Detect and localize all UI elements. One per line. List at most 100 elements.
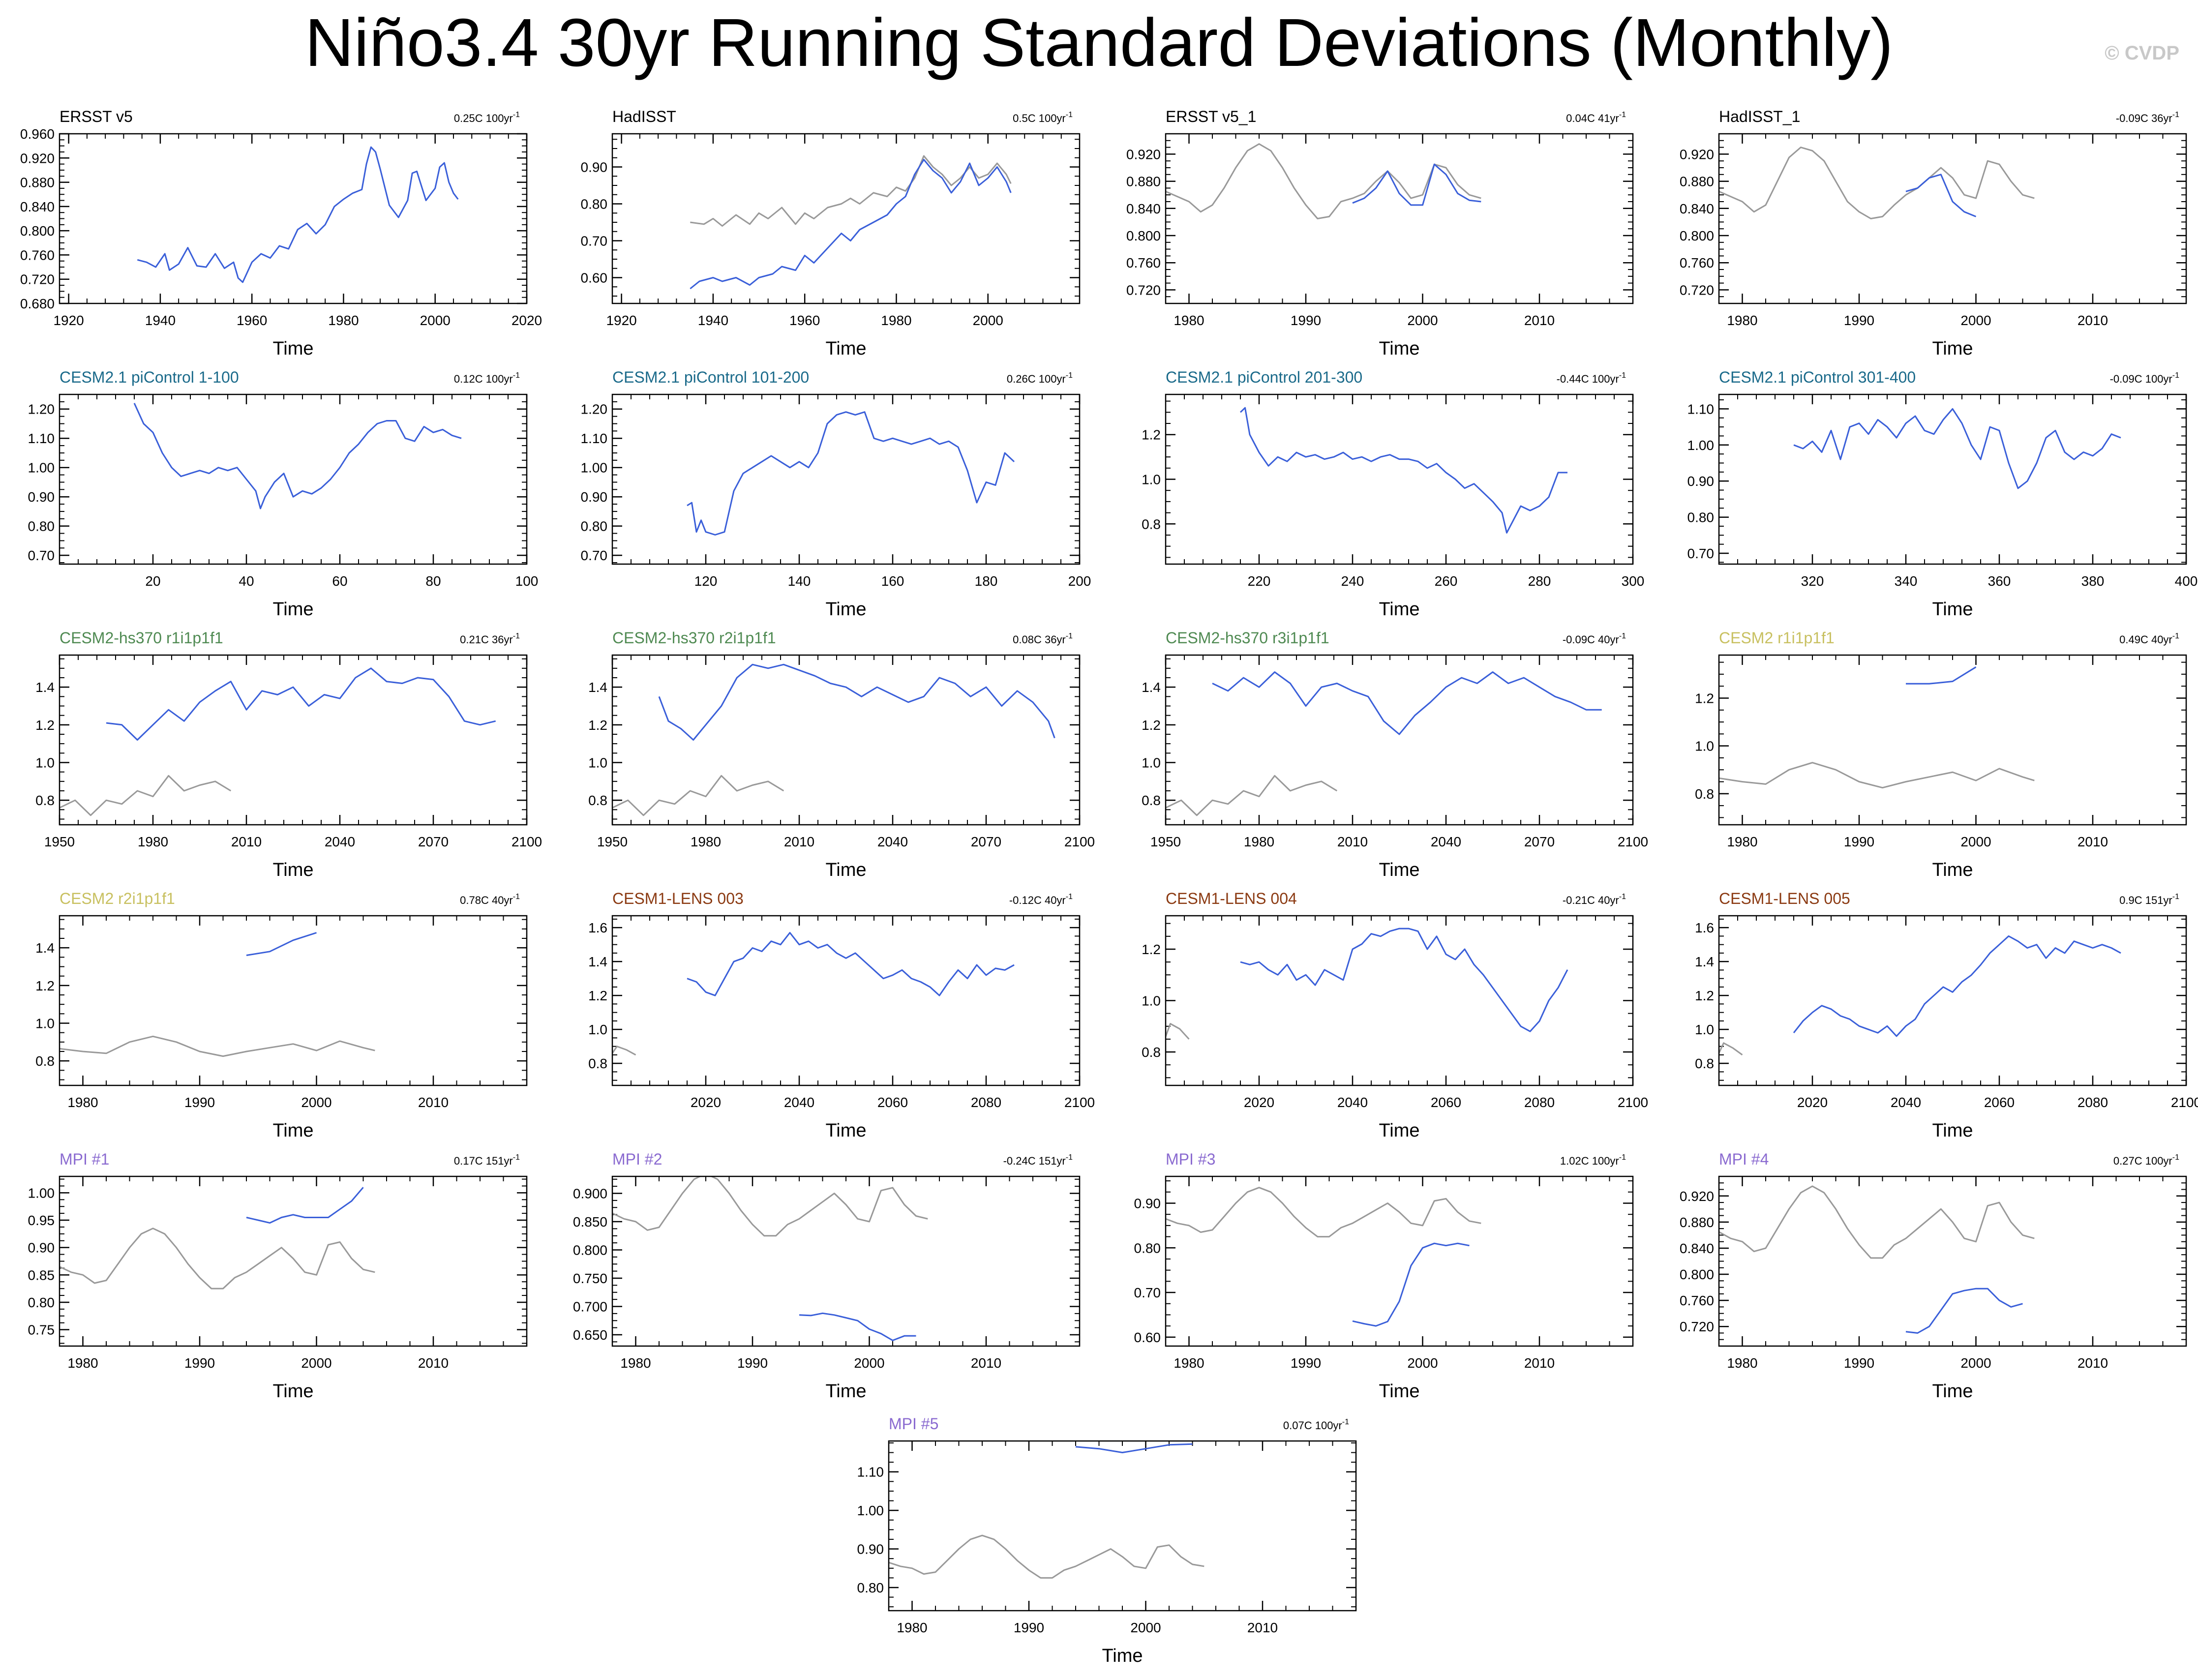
x-tick-label: 2060 bbox=[877, 1095, 908, 1110]
model-series-line bbox=[687, 411, 1015, 536]
chart-panel: 1950 1980 2010 2040 2070 2100 0.8 1.0 1.2 1.4 CESM… bbox=[1142, 629, 1648, 880]
observed-series-line bbox=[1166, 1023, 1190, 1040]
x-tick-label: 1980 bbox=[620, 1355, 651, 1371]
trend-label: 0.78C 40yr-1 bbox=[460, 893, 520, 906]
panel-title: CESM2.1 piControl 201-300 bbox=[1166, 368, 1362, 386]
x-tick-label: 1960 bbox=[789, 313, 820, 328]
y-tick-label: 0.60 bbox=[1134, 1330, 1161, 1345]
y-tick-label: 1.4 bbox=[35, 940, 55, 956]
trend-label: -0.09C 36yr-1 bbox=[2116, 111, 2179, 124]
trend-label: 0.12C 100yr-1 bbox=[454, 371, 520, 385]
model-series-line bbox=[246, 932, 317, 956]
observed-series-line bbox=[60, 775, 232, 816]
x-tick-label: 2010 bbox=[784, 834, 814, 849]
y-tick-label: 1.2 bbox=[1695, 988, 1714, 1003]
trend-label: -0.09C 100yr-1 bbox=[2110, 371, 2180, 385]
y-tick-label: 1.20 bbox=[581, 402, 608, 417]
y-tick-label: 0.8 bbox=[588, 793, 607, 808]
y-tick-label: 1.00 bbox=[1687, 438, 1715, 453]
y-tick-label: 0.800 bbox=[20, 223, 55, 239]
model-series-line bbox=[1905, 174, 1977, 217]
x-axis-label: Time bbox=[825, 1381, 866, 1402]
observed-series-line bbox=[1719, 1042, 1743, 1056]
observed-series-line bbox=[690, 155, 1012, 227]
trend-label: 0.25C 100yr-1 bbox=[454, 111, 520, 124]
observed-series-line bbox=[612, 775, 784, 816]
x-tick-label: 2010 bbox=[1524, 313, 1555, 328]
x-tick-label: 2070 bbox=[971, 834, 1001, 849]
x-tick-label: 2100 bbox=[1064, 834, 1095, 849]
y-tick-label: 0.920 bbox=[1126, 147, 1161, 162]
y-tick-label: 0.800 bbox=[1126, 228, 1161, 243]
plot-frame bbox=[59, 133, 528, 304]
observed-series-line bbox=[612, 1046, 636, 1056]
y-tick-label: 0.80 bbox=[28, 519, 55, 534]
x-tick-label: 100 bbox=[515, 573, 539, 589]
y-tick-label: 0.70 bbox=[581, 234, 608, 249]
trend-label: -0.12C 40yr-1 bbox=[1009, 893, 1073, 906]
x-tick-label: 2020 bbox=[1244, 1095, 1274, 1110]
observed-series-line bbox=[1166, 143, 1481, 219]
plot-frame bbox=[611, 915, 1081, 1086]
plot-frame bbox=[611, 654, 1081, 826]
y-tick-label: 0.80 bbox=[581, 197, 608, 212]
panel-title: CESM2-hs370 r1i1p1f1 bbox=[60, 629, 223, 647]
chart-panel: 1980 1990 2000 2010 0.720 0.760 0.800 0.840 0.88… bbox=[1680, 108, 2187, 359]
y-tick-label: 0.8 bbox=[35, 793, 55, 808]
y-tick-label: 0.8 bbox=[1142, 1045, 1161, 1060]
trend-label: -0.44C 100yr-1 bbox=[1557, 371, 1626, 385]
y-tick-label: 0.720 bbox=[1680, 282, 1714, 298]
x-tick-label: 2020 bbox=[691, 1095, 721, 1110]
y-tick-label: 1.0 bbox=[1142, 993, 1161, 1009]
x-tick-label: 2010 bbox=[1337, 834, 1368, 849]
x-axis-label: Time bbox=[1379, 1381, 1419, 1402]
x-tick-label: 2040 bbox=[784, 1095, 814, 1110]
y-tick-label: 1.10 bbox=[28, 431, 55, 446]
x-tick-label: 1980 bbox=[1727, 834, 1757, 849]
plot-frame bbox=[59, 915, 528, 1086]
plot-frame bbox=[1165, 133, 1634, 304]
x-tick-label: 1990 bbox=[737, 1355, 768, 1371]
x-axis-label: Time bbox=[825, 860, 866, 880]
y-tick-label: 0.840 bbox=[1126, 201, 1161, 216]
y-tick-label: 0.880 bbox=[1680, 174, 1714, 189]
x-tick-label: 340 bbox=[1895, 573, 1918, 589]
model-series-line bbox=[658, 663, 1055, 741]
y-tick-label: 1.00 bbox=[28, 1185, 55, 1200]
chart-panel: 1980 1990 2000 2010 0.8 1.0 1.2 CESM2 r1i1p1f1 0… bbox=[1695, 629, 2187, 880]
model-series-line bbox=[690, 159, 1012, 290]
y-tick-label: 1.2 bbox=[1142, 942, 1161, 957]
observed-series-line bbox=[889, 1534, 1204, 1579]
observed-series-line bbox=[1719, 762, 2035, 789]
chart-panel: 1980 1990 2000 2010 0.720 0.760 0.800 0.840 0.88… bbox=[1126, 108, 1634, 359]
model-series-line bbox=[1906, 666, 1977, 685]
x-tick-label: 2040 bbox=[325, 834, 355, 849]
y-tick-label: 1.10 bbox=[1687, 401, 1715, 417]
plot-frame bbox=[1718, 1175, 2187, 1347]
y-tick-label: 0.840 bbox=[1680, 201, 1714, 216]
model-series-line bbox=[1239, 407, 1567, 534]
y-tick-label: 0.90 bbox=[28, 1240, 55, 1256]
y-tick-label: 1.0 bbox=[588, 1022, 607, 1037]
y-tick-label: 0.850 bbox=[573, 1214, 607, 1230]
y-tick-label: 1.0 bbox=[1142, 472, 1161, 487]
chart-panel: 1980 1990 2000 2010 0.80 0.90 1.00 1.10 MPI #5 0.… bbox=[857, 1415, 1357, 1666]
y-tick-label: 1.2 bbox=[35, 978, 55, 993]
panel-title: CESM2-hs370 r3i1p1f1 bbox=[1166, 629, 1329, 647]
observed-series-line bbox=[60, 1228, 375, 1290]
x-tick-label: 2100 bbox=[1618, 1095, 1648, 1110]
x-tick-label: 2010 bbox=[2078, 1355, 2108, 1371]
y-tick-label: 1.6 bbox=[588, 920, 607, 935]
trend-label: -0.21C 40yr-1 bbox=[1563, 893, 1626, 906]
panel-title: MPI #2 bbox=[612, 1150, 662, 1168]
model-series-line bbox=[133, 403, 462, 510]
x-tick-label: 240 bbox=[1341, 573, 1364, 589]
y-tick-label: 1.00 bbox=[28, 460, 55, 476]
x-tick-label: 1950 bbox=[44, 834, 75, 849]
panel-title: CESM2 r1i1p1f1 bbox=[1719, 629, 1835, 647]
x-tick-label: 1980 bbox=[1727, 1355, 1757, 1371]
y-tick-label: 0.95 bbox=[28, 1213, 55, 1228]
observed-series-line bbox=[1719, 1185, 2035, 1259]
model-series-line bbox=[1793, 935, 2121, 1037]
x-axis-label: Time bbox=[1379, 1120, 1419, 1141]
